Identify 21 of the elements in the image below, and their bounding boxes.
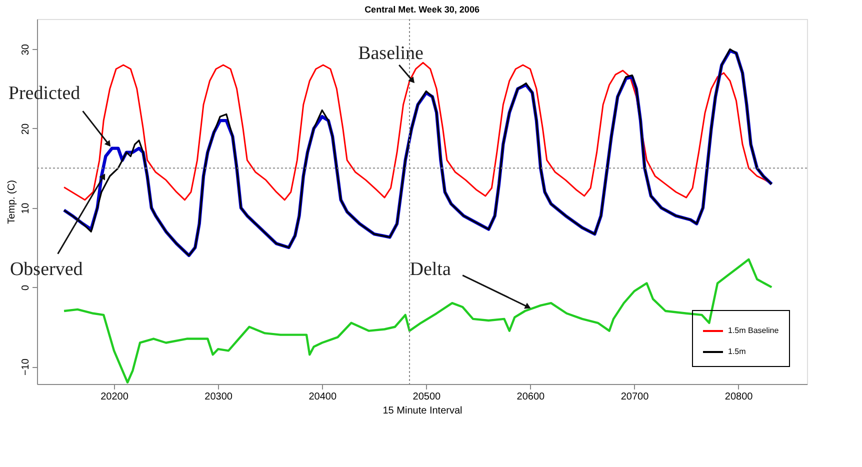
annotation: Predicted — [8, 82, 81, 104]
x-tick-label: 20400 — [308, 392, 337, 402]
y-tick-label: 20 — [20, 123, 32, 135]
y-tick-label: 30 — [20, 44, 32, 56]
x-tick-label: 20600 — [516, 392, 546, 402]
y-tick-label: 0 — [20, 284, 32, 290]
legend-label: 1.5m Baseline — [728, 326, 780, 335]
x-tick-label: 20200 — [100, 392, 129, 402]
y-tick-label: 10 — [20, 202, 32, 214]
x-tick-label: 20800 — [724, 392, 754, 402]
y-tick-label: −10 — [20, 358, 32, 376]
legend-label: 1.5m — [728, 347, 746, 356]
x-tick-label: 20300 — [204, 392, 233, 402]
annotation: Baseline — [358, 43, 424, 64]
y-axis-title: Temp. (C) — [6, 180, 18, 224]
annotation: Observed — [10, 258, 84, 280]
x-axis-title: 15 Minute Interval — [382, 406, 462, 416]
chart-title: Central Met. Week 30, 2006 — [364, 4, 480, 14]
annotation: Delta — [410, 258, 452, 280]
x-tick-label: 20700 — [620, 392, 650, 402]
x-tick-label: 20500 — [412, 392, 441, 402]
